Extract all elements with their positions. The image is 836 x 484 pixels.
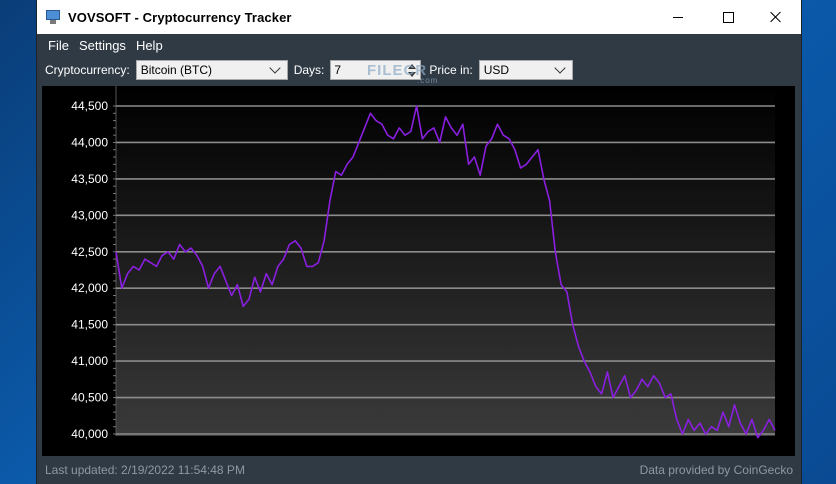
close-button[interactable] bbox=[753, 0, 799, 34]
app-window: VOVSOFT - Cryptocurrency Tracker File Se… bbox=[36, 0, 802, 484]
plot-background bbox=[116, 86, 775, 436]
y-tick-label: 44,500 bbox=[71, 99, 108, 113]
days-decrement-button[interactable] bbox=[405, 70, 419, 78]
minimize-button[interactable] bbox=[655, 0, 701, 34]
arrow-up-icon bbox=[408, 63, 417, 69]
maximize-button[interactable] bbox=[705, 0, 751, 34]
days-spinner[interactable]: 7 bbox=[330, 60, 422, 80]
price-series-line bbox=[115, 105, 776, 439]
watermark-text: FILECR bbox=[367, 62, 428, 79]
y-tick-label: 40,000 bbox=[71, 427, 108, 441]
data-provider-text: Data provided by CoinGecko bbox=[639, 463, 793, 477]
y-tick-label: 42,500 bbox=[71, 245, 108, 259]
y-tick-label: 43,000 bbox=[71, 208, 108, 222]
menu-help[interactable]: Help bbox=[135, 37, 163, 53]
chevron-down-icon bbox=[269, 62, 281, 74]
chevron-down-icon bbox=[554, 62, 566, 74]
watermark-sub: .com bbox=[417, 76, 439, 85]
menu-file[interactable]: File bbox=[48, 37, 69, 53]
y-tick-label: 43,500 bbox=[71, 172, 108, 186]
y-tick-label: 42,000 bbox=[71, 281, 108, 295]
cryptocurrency-select[interactable]: Bitcoin (BTC) bbox=[135, 60, 288, 80]
y-tick-label: 41,500 bbox=[71, 318, 108, 332]
price-currency-select[interactable]: USD bbox=[478, 60, 573, 80]
status-bar: Last updated: 2/19/2022 11:54:48 PM Data… bbox=[45, 460, 793, 480]
cryptocurrency-label: Cryptocurrency: bbox=[45, 63, 130, 77]
maximize-icon bbox=[722, 11, 734, 23]
menu-settings[interactable]: Settings bbox=[78, 37, 126, 53]
arrow-down-icon bbox=[408, 71, 417, 77]
close-icon bbox=[770, 11, 782, 23]
days-value: 7 bbox=[334, 63, 342, 77]
y-tick-label: 44,000 bbox=[71, 135, 108, 149]
minimize-icon bbox=[673, 16, 683, 18]
title-bar[interactable]: VOVSOFT - Cryptocurrency Tracker bbox=[37, 0, 801, 34]
chart-svg: 40,000 40,500 41,000 41,500 42,000 42,500 43,0… bbox=[71, 86, 776, 441]
price-currency-value: USD bbox=[483, 63, 510, 77]
days-label: Days: bbox=[293, 63, 325, 77]
watermark: FILECR .com bbox=[367, 62, 437, 85]
last-updated-text: Last updated: 2/19/2022 11:54:48 PM bbox=[45, 463, 245, 477]
y-tick-label: 41,000 bbox=[71, 354, 108, 368]
window-title: VOVSOFT - Cryptocurrency Tracker bbox=[68, 9, 292, 25]
cryptocurrency-value: Bitcoin (BTC) bbox=[140, 63, 213, 77]
y-tick-label: 40,500 bbox=[71, 391, 108, 405]
price-chart[interactable]: 40,000 40,500 41,000 41,500 42,000 42,500 43,0… bbox=[42, 86, 795, 456]
toolbar: Cryptocurrency: Bitcoin (BTC) Days: 7 Pr… bbox=[37, 56, 801, 84]
monitor-icon bbox=[45, 9, 61, 25]
price-in-label: Price in: bbox=[429, 63, 473, 77]
days-increment-button[interactable] bbox=[405, 62, 419, 70]
menu-bar: File Settings Help bbox=[37, 34, 801, 56]
